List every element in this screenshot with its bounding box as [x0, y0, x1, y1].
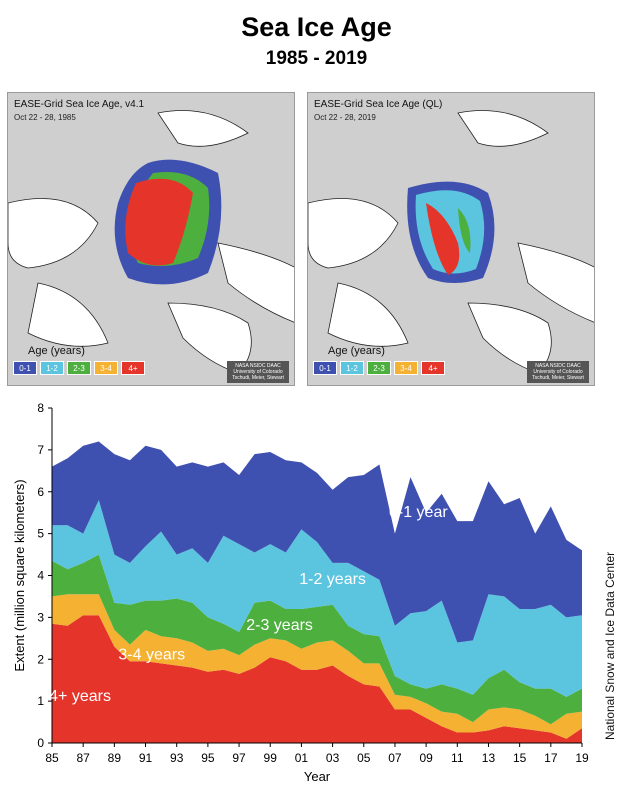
side-credit: National Snow and Ice Data Center	[603, 551, 617, 740]
x-tick-label: 93	[170, 751, 184, 765]
x-tick-label: 01	[295, 751, 309, 765]
series-label-1: 1-2 years	[299, 571, 366, 588]
x-tick-label: 19	[575, 751, 589, 765]
x-tick-label: 03	[326, 751, 340, 765]
arctic-map-2019	[308, 93, 594, 385]
series-label-4: 4+ years	[49, 688, 111, 705]
legend-swatch-4plus: 4+	[121, 361, 145, 375]
x-tick-label: 05	[357, 751, 371, 765]
area-series-2	[52, 554, 582, 725]
legend-swatch-4plus: 4+	[421, 361, 445, 375]
legend-swatch-3-4: 3-4	[94, 361, 118, 375]
legend-swatch-2-3: 2-3	[67, 361, 91, 375]
map-title: EASE-Grid Sea Ice Age, v4.1	[14, 99, 145, 110]
map-panel-2019: EASE-Grid Sea Ice Age (QL) Oct 22 - 28, …	[307, 92, 595, 386]
x-tick-label: 85	[45, 751, 59, 765]
y-tick-label: 2	[37, 652, 44, 666]
legend-swatch-3-4: 3-4	[394, 361, 418, 375]
x-tick-label: 89	[108, 751, 122, 765]
data-credit: NASA NSIDC DAAC University of Colorado T…	[527, 361, 589, 383]
arctic-map-1985	[8, 93, 294, 385]
series-label-0: 0-1 year	[389, 504, 448, 521]
y-tick-label: 6	[37, 485, 44, 499]
y-tick-label: 0	[37, 736, 44, 750]
age-legend-label: Age (years)	[28, 345, 85, 357]
area-series-4	[52, 441, 582, 643]
x-axis-label: Year	[304, 769, 331, 784]
y-tick-label: 8	[37, 401, 44, 415]
x-tick-label: 17	[544, 751, 558, 765]
map-date: Oct 22 - 28, 2019	[314, 113, 376, 122]
area-series-3	[52, 500, 582, 697]
chart-subtitle: 1985 - 2019	[265, 48, 368, 69]
y-tick-label: 1	[37, 694, 44, 708]
area-series-1	[52, 594, 582, 739]
y-tick-label: 7	[37, 443, 44, 457]
x-tick-label: 91	[139, 751, 153, 765]
chart-title: Sea Ice Age	[241, 12, 392, 42]
x-tick-label: 97	[232, 751, 246, 765]
x-tick-label: 13	[482, 751, 496, 765]
x-tick-label: 07	[388, 751, 402, 765]
legend-swatch-2-3: 2-3	[367, 361, 391, 375]
legend-swatch-1-2: 1-2	[340, 361, 364, 375]
legend-swatch-0-1: 0-1	[313, 361, 337, 375]
age-legend: 0-1 1-2 2-3 3-4 4+	[13, 361, 148, 375]
age-legend-label: Age (years)	[328, 345, 385, 357]
y-tick-label: 4	[37, 569, 44, 583]
data-credit: NASA NSIDC DAAC University of Colorado T…	[227, 361, 289, 383]
x-tick-label: 87	[76, 751, 90, 765]
y-tick-label: 5	[37, 527, 44, 541]
area-series-0	[52, 615, 582, 743]
legend-swatch-0-1: 0-1	[13, 361, 37, 375]
series-label-2: 2-3 years	[246, 617, 313, 634]
x-tick-label: 99	[264, 751, 278, 765]
y-tick-label: 3	[37, 610, 44, 624]
age-legend: 0-1 1-2 2-3 3-4 4+	[313, 361, 448, 375]
map-panel-1985: EASE-Grid Sea Ice Age, v4.1 Oct 22 - 28,…	[7, 92, 295, 386]
series-label-3: 3-4 years	[118, 646, 185, 663]
map-title: EASE-Grid Sea Ice Age (QL)	[314, 99, 443, 110]
x-tick-label: 09	[419, 751, 433, 765]
x-tick-label: 11	[451, 751, 464, 765]
x-tick-label: 15	[513, 751, 527, 765]
map-date: Oct 22 - 28, 1985	[14, 113, 76, 122]
y-axis-label: Extent (million square kilometers)	[12, 479, 27, 671]
legend-swatch-1-2: 1-2	[40, 361, 64, 375]
x-tick-label: 95	[201, 751, 215, 765]
